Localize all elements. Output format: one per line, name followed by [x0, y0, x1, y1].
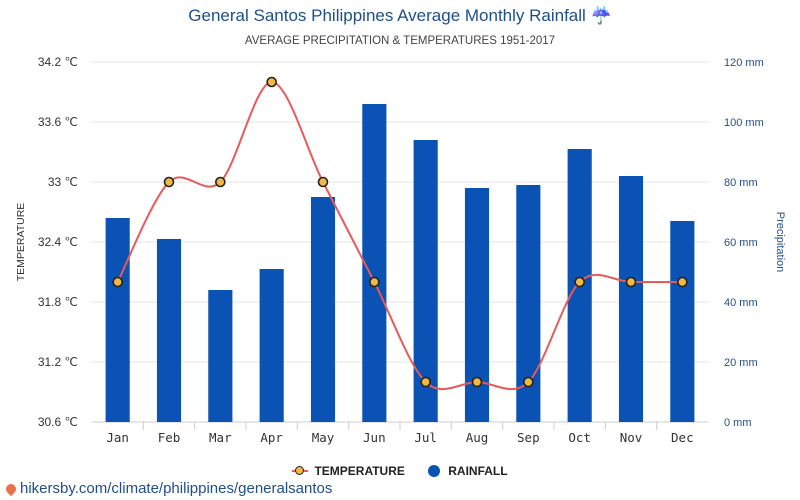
legend-temperature-label: TEMPERATURE — [314, 464, 405, 478]
grid-lines — [92, 61, 708, 430]
rainfall-bar — [259, 269, 284, 422]
temperature-point — [163, 176, 175, 188]
rainfall-bar — [310, 197, 336, 422]
temperature-point — [369, 276, 380, 288]
right-tick-label: 120 mm — [724, 57, 764, 69]
rainfall-bars — [105, 104, 695, 422]
temperature-point — [266, 76, 277, 88]
x-tick-label: May — [312, 430, 335, 445]
temperature-point — [574, 276, 585, 288]
right-axis-ticks: 120 mm 100 mm 80 mm 60 mm 40 mm 20 mm 0 mm — [724, 57, 764, 429]
legend-rainfall-label: RAINFALL — [448, 464, 508, 478]
temperature-marker-icon — [292, 465, 309, 477]
right-tick-label: 100 mm — [724, 117, 764, 129]
left-axis-ticks: 34.2 ℃ 33.6 ℃ 33 ℃ 32.4 ℃ 31.8 ℃ 31.2 ℃ 30.6 ℃ — [38, 55, 78, 429]
rainfall-bar — [156, 239, 182, 422]
left-axis-label: TEMPERATURE — [15, 203, 27, 282]
right-tick-label: 60 mm — [724, 237, 758, 249]
x-tick-label: Jan — [106, 430, 129, 445]
left-tick-label: 33 ℃ — [48, 175, 78, 189]
chart-subtitle: AVERAGE PRECIPITATION & TEMPERATURES 195… — [244, 35, 556, 47]
temperature-point — [677, 276, 688, 288]
rainfall-bar — [670, 221, 695, 422]
rainfall-bar — [105, 218, 130, 422]
source-link-text: hikersby.com/climate/philippines/general… — [20, 480, 333, 497]
right-tick-label: 0 mm — [724, 417, 752, 429]
temperature-point — [471, 376, 483, 388]
rainfall-bar — [618, 176, 644, 422]
x-tick-label: Jul — [414, 430, 437, 445]
left-tick-label: 31.2 ℃ — [38, 355, 78, 369]
location-pin-icon — [3, 481, 19, 496]
x-tick-label: Apr — [260, 430, 283, 445]
x-tick-label: Feb — [158, 430, 181, 445]
x-tick-label: Sep — [517, 430, 540, 445]
x-tick-label: Oct — [568, 430, 591, 445]
rainfall-bar — [362, 104, 387, 422]
temperature-line — [116, 80, 683, 391]
x-tick-label: Dec — [671, 430, 694, 445]
rainfall-dot-icon — [428, 465, 441, 477]
left-tick-label: 31.8 ℃ — [38, 295, 78, 309]
temperature-point — [420, 376, 431, 388]
temperature-point — [523, 376, 534, 388]
temperature-point — [215, 176, 226, 188]
temperature-point — [317, 176, 329, 188]
left-tick-label: 32.4 ℃ — [38, 235, 78, 249]
left-tick-label: 33.6 ℃ — [38, 115, 78, 129]
right-tick-label: 20 mm — [724, 357, 758, 369]
rainfall-bar — [208, 290, 233, 422]
x-tick-label: Nov — [620, 430, 643, 445]
right-axis-label: Precipitation — [774, 212, 786, 273]
rainfall-bar — [413, 140, 438, 422]
x-axis-ticks: Jan Feb Mar Apr May Jun Jul Aug Sep Oct Nov Dec — [106, 430, 693, 445]
right-tick-label: 40 mm — [724, 297, 758, 309]
x-tick-label: Aug — [466, 430, 489, 445]
right-tick-label: 80 mm — [724, 177, 758, 189]
temperature-point — [112, 276, 123, 288]
temperature-points — [112, 76, 688, 388]
source-link[interactable]: hikersby.com/climate/philippines/general… — [3, 480, 333, 497]
legend-temperature[interactable]: TEMPERATURE — [292, 464, 405, 478]
temperature-point — [625, 276, 637, 288]
legend-rainfall[interactable]: RAINFALL — [428, 464, 508, 478]
x-tick-label: Mar — [209, 430, 232, 445]
left-tick-label: 34.2 ℃ — [38, 55, 78, 69]
left-tick-label: 30.6 ℃ — [38, 415, 78, 429]
chart-legend: TEMPERATURE RAINFALL — [0, 464, 800, 480]
x-tick-label: Jun — [363, 430, 386, 445]
chart-title: General Santos Philippines Average Month… — [188, 6, 612, 25]
